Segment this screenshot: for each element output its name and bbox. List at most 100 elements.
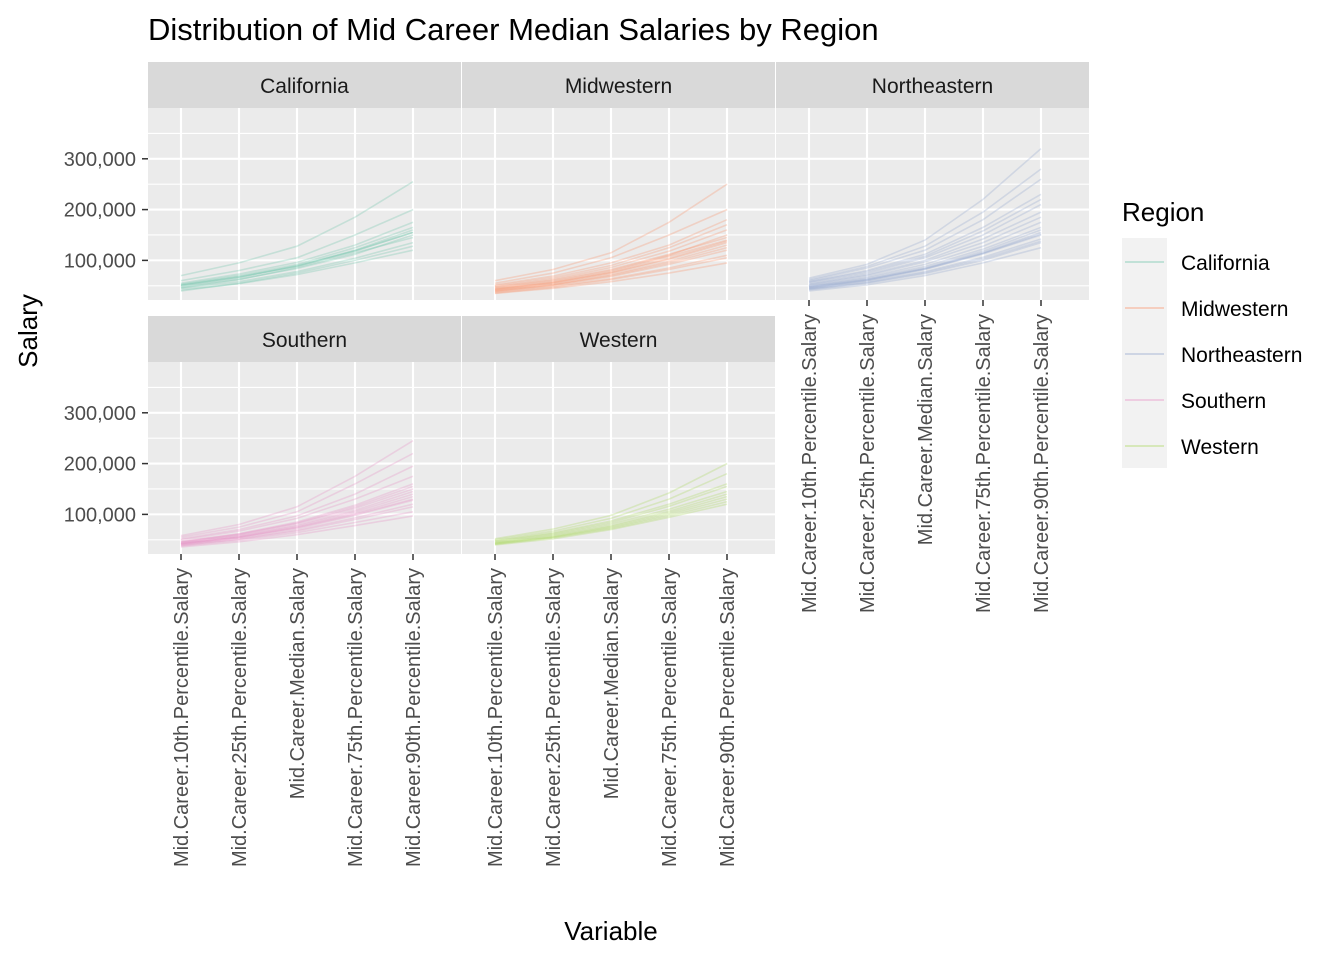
x-tick-label: Mid.Career.25th.Percentile.Salary (229, 568, 251, 867)
facet-strip-label: California (260, 75, 349, 98)
series-line (180, 493, 414, 545)
series-line (494, 240, 728, 291)
facet-panel-southern: Southern 100,000 200,000 300,000 Mid.Career.… (64, 316, 461, 867)
x-tick-label: Mid.Career.90th.Percentile.Salary (403, 568, 425, 867)
facet-strip-label: Northeastern (872, 75, 993, 98)
x-tick-label: Mid.Career.10th.Percentile.Salary (171, 568, 193, 867)
series-line (180, 208, 414, 282)
series-line (494, 229, 728, 288)
series-line (180, 249, 414, 291)
series-line (494, 503, 728, 546)
series-line (808, 147, 1042, 279)
plot-background (148, 108, 461, 300)
x-tick-label: Mid.Career.75th.Percentile.Salary (659, 568, 681, 867)
series-line (808, 234, 1042, 290)
facet-strip (148, 62, 461, 108)
y-tick-label: 100,000 (64, 504, 136, 526)
facet-strip-label: Southern (262, 329, 347, 352)
legend-label: Southern (1181, 390, 1266, 413)
series-line (494, 246, 728, 292)
series-line (808, 226, 1042, 288)
y-tick-label: 200,000 (64, 200, 136, 222)
series-line (494, 483, 728, 542)
series-line (180, 221, 414, 284)
series-line (180, 483, 414, 543)
series-line (180, 231, 414, 286)
series-line (808, 216, 1042, 286)
series-line (180, 181, 414, 277)
series-line (180, 226, 414, 286)
series-line (180, 506, 414, 547)
series-line (180, 229, 414, 287)
plot-background (462, 108, 775, 300)
facet-panel-western: Western Mid.Career.10th.Percentile.Salary… (462, 316, 775, 867)
facet-panel-california: California 100,000 200,000 300,000 (64, 62, 461, 300)
y-axis-title: Salary (13, 294, 43, 368)
x-tick-label: Mid.Career.Median.Salary (601, 568, 623, 799)
facet-strip (462, 316, 775, 362)
x-tick-label: Mid.Career.Median.Salary (287, 568, 309, 799)
series-line (180, 511, 414, 547)
series-line (180, 452, 414, 538)
facet-panel-midwestern: Midwestern (462, 62, 775, 300)
plot-background (148, 362, 461, 554)
series-line (494, 254, 728, 293)
facet-strip-label: Midwestern (565, 75, 672, 98)
series-line (494, 239, 728, 290)
facet-strip (148, 316, 461, 362)
legend-label: Northeastern (1181, 344, 1302, 367)
series-line (180, 475, 414, 541)
x-axis-title: Variable (564, 916, 657, 946)
legend-label: California (1181, 252, 1270, 275)
series-line (494, 224, 728, 287)
series-line (494, 495, 728, 545)
facet-panels: California 100,000 200,000 300,000 Midwester… (64, 62, 1089, 867)
legend: Region California Midwestern Northeastern S… (1122, 197, 1302, 468)
series-line (494, 236, 728, 289)
series-line (808, 240, 1042, 291)
series-line (808, 233, 1042, 289)
y-tick-label: 100,000 (64, 250, 136, 272)
facet-strip-label: Western (580, 329, 658, 352)
chart-title: Distribution of Mid Career Median Salari… (148, 12, 879, 47)
plot-background (462, 362, 775, 554)
series-line (180, 236, 414, 289)
series-line (494, 490, 728, 544)
series-line (808, 241, 1042, 291)
facet-panel-northeastern: Northeastern Mid.Career.10th.Percentile.S… (776, 62, 1089, 613)
series-line (494, 493, 728, 544)
facet-strip (776, 62, 1089, 108)
x-tick-label: Mid.Career.10th.Percentile.Salary (799, 314, 821, 613)
x-tick-label: Mid.Career.Median.Salary (915, 314, 937, 545)
series-line (180, 503, 414, 546)
x-tick-label: Mid.Career.25th.Percentile.Salary (543, 568, 565, 867)
series-line (494, 498, 728, 545)
series-line (808, 221, 1042, 287)
series-line (808, 229, 1042, 288)
series-line (808, 238, 1042, 290)
series-line (808, 246, 1042, 292)
series-line (180, 440, 414, 537)
series-line (180, 498, 414, 545)
series-line (494, 208, 728, 284)
series-line (808, 198, 1042, 283)
series-line (494, 234, 728, 290)
series-line (808, 211, 1042, 286)
series-line (808, 168, 1042, 281)
series-line (808, 231, 1042, 289)
series-line (494, 472, 728, 541)
series-line (808, 203, 1042, 284)
x-tick-label: Mid.Career.90th.Percentile.Salary (1031, 314, 1053, 613)
series-line (180, 234, 414, 288)
facet-strip (462, 62, 775, 108)
y-tick-label: 200,000 (64, 454, 136, 476)
legend-title: Region (1122, 197, 1204, 227)
series-line (808, 193, 1042, 283)
series-line (494, 241, 728, 291)
x-tick-label: Mid.Career.25th.Percentile.Salary (857, 314, 879, 613)
series-line (808, 178, 1042, 282)
x-tick-label: Mid.Career.75th.Percentile.Salary (345, 568, 367, 867)
series-line (494, 183, 728, 282)
legend-label: Midwestern (1181, 298, 1288, 321)
